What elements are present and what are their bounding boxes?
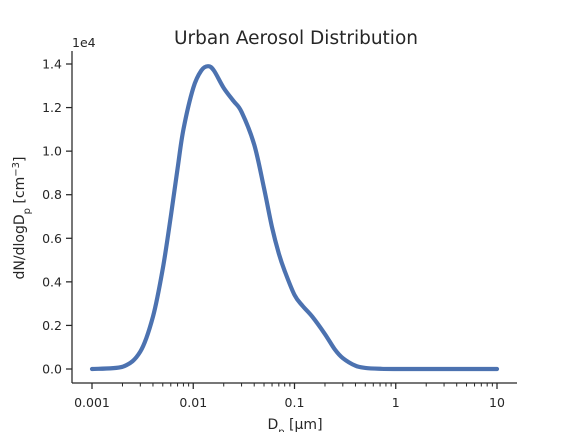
y-tick-label: 0.2 [42,318,62,333]
y-tick-label: 0.6 [42,231,62,246]
y-tick-label: 1.2 [42,100,62,115]
y-axis-label: dN/dlogDp [cm−3] [11,157,33,280]
x-axis-ticks: 0.001 0.01 0.1 1 10 [74,383,505,410]
chart-title: Urban Aerosol Distribution [174,28,418,49]
x-tick-label: 0.001 [74,395,110,410]
x-tick-label: 1 [392,395,400,410]
y-axis-ticks: 0.0 0.2 0.4 0.6 0.8 1.0 1.2 1.4 [42,57,72,377]
y-tick-label: 0.0 [42,362,62,377]
x-tick-label: 0.01 [179,395,207,410]
x-tick-label: 0.1 [285,395,305,410]
plot-area [89,64,500,372]
y-tick-label: 1.0 [42,144,62,159]
y-offset-label: 1e4 [72,35,96,50]
y-tick-label: 0.4 [42,274,62,289]
size-distribution-line [89,64,500,372]
y-tick-label: 0.8 [42,187,62,202]
x-axis-label: Dp [μm] [267,417,322,432]
y-tick-label: 1.4 [42,57,62,72]
x-tick-label: 10 [489,395,505,410]
axes [71,51,517,384]
